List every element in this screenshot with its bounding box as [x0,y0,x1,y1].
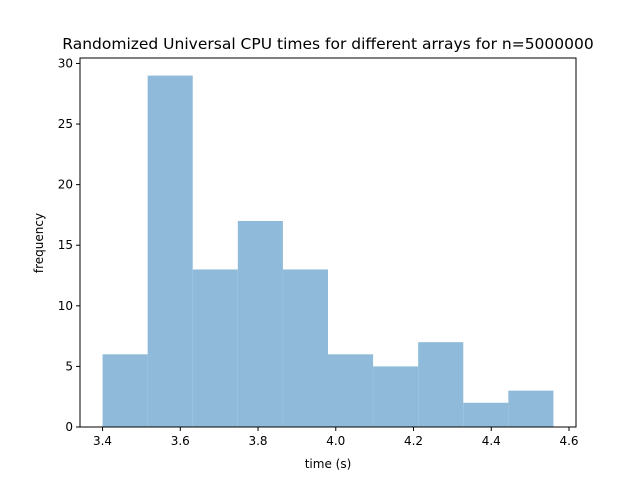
histogram-bar [373,366,419,427]
x-axis-ticks: 3.4 3.6 3.8 4.0 4.2 4.4 4.6 [93,427,579,448]
y-tick-label: 10 [58,299,73,313]
y-tick-label: 5 [65,359,73,373]
histogram-bar [418,342,464,427]
histogram-bar [147,75,193,428]
y-axis-ticks: 0 5 10 15 20 25 30 [58,56,80,434]
y-tick-label: 20 [58,178,73,192]
chart-title: Randomized Universal CPU times for diffe… [62,35,593,53]
x-tick-label: 4.2 [404,434,423,448]
histogram-bar [237,220,283,427]
histogram-bar [282,269,328,427]
y-tick-label: 30 [58,56,73,70]
histogram-bar [192,269,238,427]
histogram-bar [102,354,148,427]
x-tick-label: 3.4 [93,434,112,448]
histogram-bar [508,390,554,427]
y-tick-label: 15 [58,238,73,252]
x-tick-label: 4.6 [559,434,578,448]
histogram-bar [328,354,374,427]
y-tick-label: 25 [58,117,73,131]
bars-group [102,75,554,428]
y-axis-label: frequency [32,213,46,273]
x-tick-label: 4.4 [482,434,501,448]
x-axis-label: time (s) [305,457,352,471]
histogram-bar [463,402,509,427]
y-tick-label: 0 [65,420,73,434]
x-tick-label: 3.6 [171,434,190,448]
x-tick-label: 4.0 [326,434,345,448]
x-tick-label: 3.8 [248,434,267,448]
plot-frame [79,57,577,428]
